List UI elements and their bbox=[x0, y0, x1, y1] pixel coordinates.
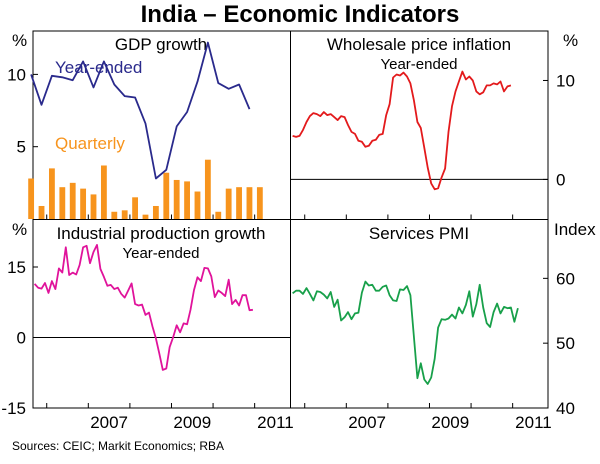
panel-title-pmi: Services PMI bbox=[369, 224, 469, 243]
source-note: Sources: CEIC; Markit Economics; RBA bbox=[12, 439, 224, 453]
y-tick-label-ip-0: 0 bbox=[17, 329, 26, 348]
legend-label-year-ended: Year-ended bbox=[55, 58, 142, 77]
x-tick-label-right-2011: 2011 bbox=[515, 413, 552, 432]
y-tick-label-ip-15: 15 bbox=[7, 258, 26, 277]
y-tick-label-wpi-10: 10 bbox=[556, 71, 575, 90]
gdp-quarterly-bar-2008-Q2 bbox=[142, 214, 149, 219]
gdp-quarterly-bar-2007-Q3 bbox=[111, 211, 118, 219]
gdp-quarterly-bar-2008-Q3 bbox=[152, 205, 159, 219]
gdp-quarterly-bar-2010-Q2 bbox=[225, 188, 232, 219]
x-tick-label-left-2011: 2011 bbox=[257, 413, 294, 432]
x-tick-label-right-2009: 2009 bbox=[431, 413, 469, 432]
y-tick-label-gdp-10: 10 bbox=[7, 65, 26, 84]
unit-label-wpi: % bbox=[563, 31, 578, 50]
ip-series-line bbox=[33, 244, 254, 371]
pmi-series-line bbox=[292, 280, 519, 385]
wpi-series-line bbox=[292, 70, 512, 191]
gdp-quarterly-bar-2007-Q1 bbox=[90, 194, 97, 219]
gdp-quarterly-bar-2009-Q1 bbox=[173, 179, 180, 219]
unit-label-gdp: % bbox=[12, 31, 27, 50]
y-tick-label-gdp-5: 5 bbox=[17, 138, 26, 157]
gdp-year-ended-line bbox=[30, 41, 251, 180]
gdp-quarterly-bar-2006-Q1 bbox=[49, 168, 55, 219]
panel-title-gdp: GDP growth bbox=[115, 35, 207, 54]
gdp-quarterly-bar-2009-Q4 bbox=[204, 159, 211, 219]
y-tick-label-pmi-50: 50 bbox=[556, 334, 575, 353]
gdp-quarterly-bar-2010-Q3 bbox=[236, 187, 242, 219]
gdp-quarterly-bar-2007-Q4 bbox=[121, 210, 128, 219]
x-tick-label-left-2009: 2009 bbox=[173, 413, 211, 432]
y-tick-label-pmi-40: 40 bbox=[556, 399, 575, 418]
panel-title-ip: Industrial production growth bbox=[57, 224, 266, 243]
gdp-quarterly-bar-2010-Q1 bbox=[215, 211, 222, 219]
panel-subtitle-ip: Year-ended bbox=[122, 245, 199, 262]
chart-title: India – Economic Indicators bbox=[141, 1, 460, 28]
y-tick-label-ip--15: -15 bbox=[1, 399, 26, 418]
x-tick-label-right-2007: 2007 bbox=[348, 413, 386, 432]
chart-marks: 2007 2009 2011 2007 2009 2011 10 5% 15 0 -15% 10 0% 6… bbox=[1, 31, 596, 432]
legend-label-quarterly: Quarterly bbox=[55, 134, 125, 153]
unit-label-ip: % bbox=[12, 220, 27, 239]
y-tick-label-wpi-0: 0 bbox=[556, 170, 565, 189]
panel-subtitle-wpi: Year-ended bbox=[380, 56, 457, 73]
unit-label-pmi: Index bbox=[554, 220, 596, 239]
panel-title-wpi: Wholesale price inflation bbox=[327, 35, 511, 54]
gdp-quarterly-bar-2009-Q2 bbox=[184, 181, 190, 219]
y-tick-label-pmi-60: 60 bbox=[556, 269, 575, 288]
gdp-quarterly-bar-2005-Q3 bbox=[28, 178, 35, 219]
gdp-quarterly-bar-2007-Q2 bbox=[100, 165, 107, 219]
gdp-quarterly-bar-2006-Q4 bbox=[80, 188, 87, 219]
gdp-quarterly-bar-2010-Q4 bbox=[246, 187, 253, 219]
gdp-quarterly-bar-2009-Q3 bbox=[194, 191, 201, 219]
gdp-quarterly-bar-2008-Q1 bbox=[132, 197, 139, 219]
gdp-quarterly-bar-2005-Q4 bbox=[38, 205, 45, 219]
gdp-quarterly-bar-2006-Q3 bbox=[69, 182, 76, 219]
gdp-quarterly-bar-2006-Q2 bbox=[59, 187, 66, 219]
gdp-quarterly-bar-2011-Q1 bbox=[256, 187, 263, 219]
gdp-quarterly-bar-2008-Q4 bbox=[163, 172, 170, 219]
x-tick-label-left-2007: 2007 bbox=[90, 413, 128, 432]
